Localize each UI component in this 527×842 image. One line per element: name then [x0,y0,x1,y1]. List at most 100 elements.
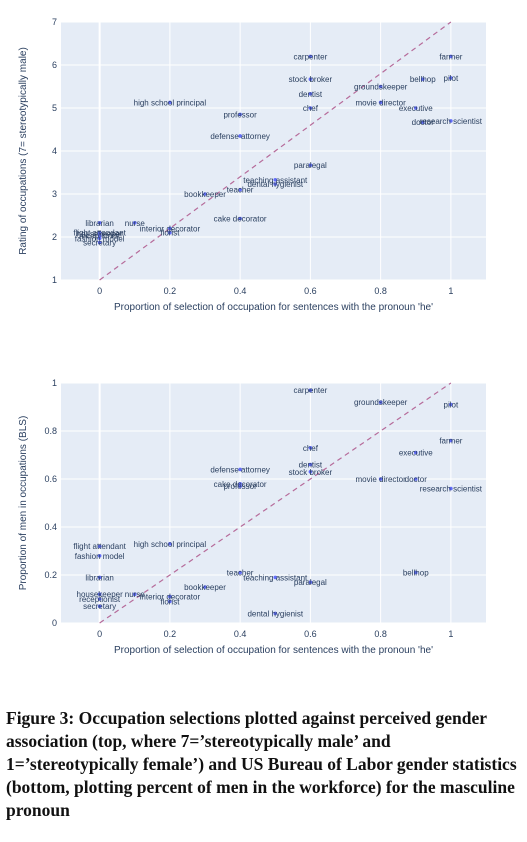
data-point [308,106,313,110]
data-label: groundskeeper [354,83,408,92]
data-label: cake decorator [214,480,267,489]
top-scatter-plot: 0 0.2 0.4 0.6 0.8 1 1 2 3 4 5 6 7 carpenter farmer stoc… [0,0,527,330]
y-tick-label: 7 [52,17,57,27]
data-label: secretary [83,602,116,611]
y-tick-label: 0 [52,618,57,628]
data-label: teacher [227,569,254,578]
data-label: research scientist [420,117,483,126]
data-label: bellhop [403,569,429,578]
data-label: interior decorator [140,224,201,233]
x-tick-label: 0.4 [234,286,247,296]
figure-caption: Figure 3: Occupation selections plotted … [6,708,517,820]
data-label: doctor [405,475,428,484]
data-point [97,233,102,238]
data-point [273,182,278,186]
x-tick-label: 0.2 [164,629,177,639]
diagonal-reference-line [99,21,452,281]
data-label: paralegal [294,161,327,170]
data-label: carpenter [293,386,327,395]
data-label: defense attorney [210,132,270,141]
data-point [97,221,102,225]
data-label: groundskeeper [354,398,408,407]
data-label: chef [303,104,319,113]
x-tick-label: 1 [448,629,453,639]
data-point [378,477,383,481]
data-label: movie director [356,475,407,484]
data-point [378,84,383,89]
data-point [273,178,278,182]
data-point [238,484,242,488]
y-axis-title: Proportion of men in occupations (BLS) [18,416,29,591]
data-point [168,542,172,546]
data-label: cake decorator [214,215,267,224]
data-point [413,570,418,575]
data-point [168,594,172,599]
data-label: nurse [125,590,146,599]
data-point [308,470,313,474]
data-point [238,134,242,138]
data-point [420,120,425,124]
data-point [97,575,102,580]
x-tick-label: 0.8 [374,286,387,296]
y-axis-title: Rating of occupations (7= stereotypicall… [18,47,29,255]
data-point [238,216,242,221]
x-tick-label: 0 [97,286,102,296]
x-axis-title: Proportion of selection of occupation fo… [114,645,433,656]
y-tick-label: 0.8 [44,426,57,436]
data-label: housekeeper [77,590,124,599]
data-label: pilot [444,74,459,83]
data-label: research scientist [420,485,483,494]
data-label: receptionist [79,595,121,604]
data-label: professor [223,482,257,491]
data-label: professor [223,110,257,119]
data-label: florist [160,229,180,238]
x-tick-label: 0 [97,629,102,639]
data-point [97,240,102,245]
data-point [203,192,207,196]
x-axis-title: Proportion of selection of occupation fo… [114,302,433,313]
data-label: dentist [299,461,323,470]
data-label: executive [399,449,433,458]
data-label: secretary [83,239,116,248]
y-tick-label: 0.4 [44,522,57,532]
data-point [308,92,313,96]
data-point [413,106,418,110]
data-label: bookkeeper [184,583,226,592]
bottom-scatter-chart: 0 0.2 0.4 0.6 0.8 1 0 0.2 0.4 0.6 0.8 1 carpenter gro… [18,378,486,656]
y-tick-label: 4 [52,146,57,156]
x-tick-label: 0.6 [304,629,317,639]
data-point [449,438,453,443]
data-point [97,597,102,601]
x-tick-label: 0.2 [164,286,177,296]
x-tick-label: 0.6 [304,286,317,296]
data-label: farmer [439,437,462,446]
data-point [273,575,278,580]
data-point [449,119,453,123]
data-point [238,112,242,117]
y-tick-label: 3 [52,189,57,199]
y-tick-label: 1 [52,378,57,388]
data-label: bookkeeper [184,190,226,199]
data-label: flight attendant [73,542,126,551]
data-label: dental hygienist [247,609,303,618]
data-point [97,604,102,608]
data-point [168,230,172,235]
data-point [168,226,172,231]
data-label: librarian [85,219,113,228]
y-tick-label: 2 [52,232,57,242]
data-point [203,585,207,589]
data-point [308,388,313,392]
data-point [378,400,383,404]
data-point [308,54,313,59]
data-label: stock broker [289,468,333,477]
plot-area [61,383,486,623]
data-label: interior decorator [140,593,201,602]
data-label: florist [160,597,180,606]
y-tick-label: 6 [52,60,57,70]
data-point [97,236,102,241]
data-point [449,54,453,59]
data-point [449,486,453,491]
data-point [238,187,242,192]
data-point [413,477,418,481]
data-point [168,100,172,105]
